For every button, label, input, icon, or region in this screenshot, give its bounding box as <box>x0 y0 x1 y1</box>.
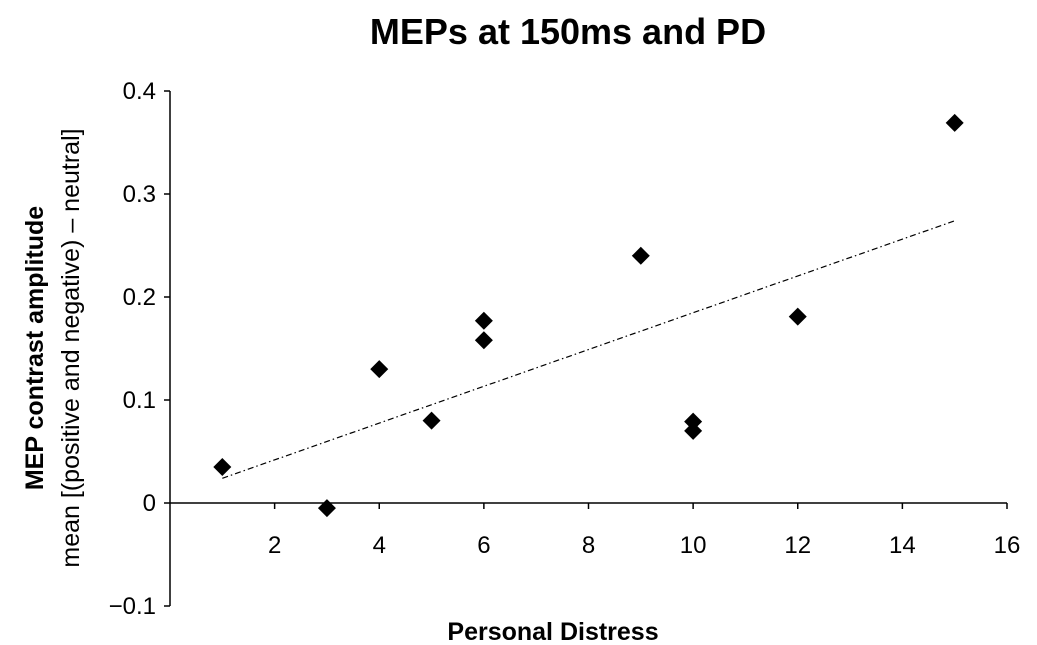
data-points <box>213 113 964 518</box>
y-axis-label-main: MEP contrast amplitude <box>21 206 49 490</box>
y-tick-label: 0.4 <box>123 78 156 105</box>
trendline-group <box>222 220 955 479</box>
x-tick-label: 4 <box>373 532 386 559</box>
y-tick-label: 0.3 <box>123 181 156 208</box>
y-tick-label: 0 <box>143 490 156 517</box>
data-point <box>788 307 807 326</box>
data-point <box>370 360 389 379</box>
y-tick-label: 0.2 <box>123 284 156 311</box>
data-point <box>684 421 703 440</box>
x-tick-label: 14 <box>889 532 916 559</box>
chart-title: MEPs at 150ms and PD <box>370 11 766 52</box>
data-point <box>422 411 441 430</box>
data-point <box>631 246 650 265</box>
x-tick-label: 10 <box>680 532 707 559</box>
x-tick-label: 16 <box>994 532 1021 559</box>
x-tick-label: 6 <box>477 532 490 559</box>
data-point <box>945 113 964 132</box>
y-axis-label-sub: mean [(positive and negative) – neutral] <box>57 128 85 567</box>
data-point <box>684 412 703 431</box>
x-ticks: 2 4 6 8 10 12 14 16 <box>268 503 1020 559</box>
y-axis-label: MEP contrast amplitude mean [(positive a… <box>21 128 85 567</box>
data-point <box>213 457 232 476</box>
x-axis-label: Personal Distress <box>447 618 658 645</box>
x-tick-label: 12 <box>784 532 811 559</box>
trendline <box>222 220 955 479</box>
data-point <box>317 499 336 518</box>
y-ticks: −0.1 0 0.1 0.2 0.3 0.4 <box>109 78 170 620</box>
data-point <box>474 311 493 330</box>
data-point <box>474 331 493 350</box>
x-tick-label: 8 <box>582 532 595 559</box>
y-tick-label: 0.1 <box>123 387 156 414</box>
y-tick-label: −0.1 <box>109 593 156 620</box>
x-tick-label: 2 <box>268 532 281 559</box>
